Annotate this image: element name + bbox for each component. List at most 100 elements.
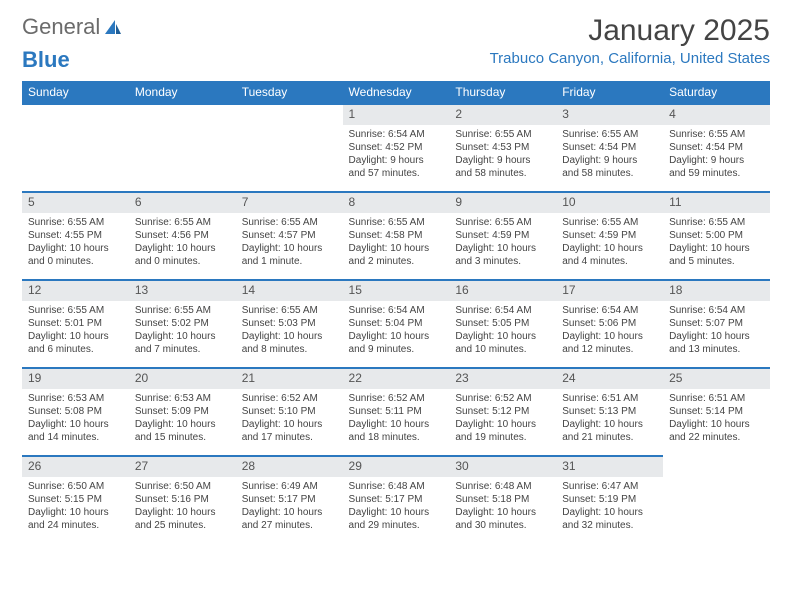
daylight-text: and 10 minutes. (455, 343, 550, 356)
day-details: Sunrise: 6:55 AMSunset: 5:00 PMDaylight:… (663, 213, 770, 272)
daylight-text: and 13 minutes. (669, 343, 764, 356)
day-number: 2 (449, 103, 556, 125)
day-details: Sunrise: 6:55 AMSunset: 4:54 PMDaylight:… (556, 125, 663, 184)
day-number: 22 (343, 367, 450, 389)
calendar-cell: 31Sunrise: 6:47 AMSunset: 5:19 PMDayligh… (556, 455, 663, 543)
sunset-text: Sunset: 4:56 PM (135, 229, 230, 242)
day-number: 9 (449, 191, 556, 213)
calendar-table: Sunday Monday Tuesday Wednesday Thursday… (22, 81, 770, 543)
calendar-cell: 2Sunrise: 6:55 AMSunset: 4:53 PMDaylight… (449, 103, 556, 191)
calendar-cell (236, 103, 343, 191)
sunset-text: Sunset: 4:54 PM (669, 141, 764, 154)
day-details: Sunrise: 6:52 AMSunset: 5:12 PMDaylight:… (449, 389, 556, 448)
day-details: Sunrise: 6:53 AMSunset: 5:08 PMDaylight:… (22, 389, 129, 448)
day-number: 11 (663, 191, 770, 213)
day-details: Sunrise: 6:51 AMSunset: 5:13 PMDaylight:… (556, 389, 663, 448)
calendar-cell: 27Sunrise: 6:50 AMSunset: 5:16 PMDayligh… (129, 455, 236, 543)
daylight-text: and 6 minutes. (28, 343, 123, 356)
day-details: Sunrise: 6:50 AMSunset: 5:16 PMDaylight:… (129, 477, 236, 536)
daylight-text: and 0 minutes. (135, 255, 230, 268)
daylight-text: Daylight: 9 hours (669, 154, 764, 167)
day-details: Sunrise: 6:55 AMSunset: 5:02 PMDaylight:… (129, 301, 236, 360)
sunrise-text: Sunrise: 6:55 AM (135, 216, 230, 229)
daylight-text: and 8 minutes. (242, 343, 337, 356)
day-details: Sunrise: 6:52 AMSunset: 5:10 PMDaylight:… (236, 389, 343, 448)
sunset-text: Sunset: 5:03 PM (242, 317, 337, 330)
weekday-header-row: Sunday Monday Tuesday Wednesday Thursday… (22, 81, 770, 103)
calendar-cell (663, 455, 770, 543)
day-details: Sunrise: 6:55 AMSunset: 4:53 PMDaylight:… (449, 125, 556, 184)
sunrise-text: Sunrise: 6:55 AM (455, 216, 550, 229)
sunrise-text: Sunrise: 6:52 AM (242, 392, 337, 405)
sunrise-text: Sunrise: 6:49 AM (242, 480, 337, 493)
calendar-cell (129, 103, 236, 191)
sunset-text: Sunset: 5:14 PM (669, 405, 764, 418)
sunset-text: Sunset: 5:08 PM (28, 405, 123, 418)
sunrise-text: Sunrise: 6:55 AM (135, 304, 230, 317)
sunrise-text: Sunrise: 6:48 AM (349, 480, 444, 493)
calendar-cell: 14Sunrise: 6:55 AMSunset: 5:03 PMDayligh… (236, 279, 343, 367)
daylight-text: and 21 minutes. (562, 431, 657, 444)
daylight-text: and 30 minutes. (455, 519, 550, 532)
calendar-week-row: 5Sunrise: 6:55 AMSunset: 4:55 PMDaylight… (22, 191, 770, 279)
calendar-cell: 7Sunrise: 6:55 AMSunset: 4:57 PMDaylight… (236, 191, 343, 279)
day-details: Sunrise: 6:55 AMSunset: 5:01 PMDaylight:… (22, 301, 129, 360)
calendar-cell: 13Sunrise: 6:55 AMSunset: 5:02 PMDayligh… (129, 279, 236, 367)
sunset-text: Sunset: 5:18 PM (455, 493, 550, 506)
calendar-cell: 23Sunrise: 6:52 AMSunset: 5:12 PMDayligh… (449, 367, 556, 455)
sunrise-text: Sunrise: 6:54 AM (562, 304, 657, 317)
day-details: Sunrise: 6:55 AMSunset: 4:58 PMDaylight:… (343, 213, 450, 272)
calendar-cell: 19Sunrise: 6:53 AMSunset: 5:08 PMDayligh… (22, 367, 129, 455)
daylight-text: Daylight: 10 hours (455, 418, 550, 431)
day-number: 27 (129, 455, 236, 477)
calendar-cell: 3Sunrise: 6:55 AMSunset: 4:54 PMDaylight… (556, 103, 663, 191)
sunrise-text: Sunrise: 6:55 AM (242, 216, 337, 229)
sunset-text: Sunset: 4:59 PM (562, 229, 657, 242)
daylight-text: and 32 minutes. (562, 519, 657, 532)
daylight-text: Daylight: 10 hours (28, 242, 123, 255)
day-number: 13 (129, 279, 236, 301)
sunset-text: Sunset: 5:02 PM (135, 317, 230, 330)
day-details: Sunrise: 6:53 AMSunset: 5:09 PMDaylight:… (129, 389, 236, 448)
daylight-text: and 15 minutes. (135, 431, 230, 444)
weekday-header: Saturday (663, 81, 770, 103)
daylight-text: Daylight: 10 hours (455, 330, 550, 343)
daylight-text: and 1 minute. (242, 255, 337, 268)
sunset-text: Sunset: 5:19 PM (562, 493, 657, 506)
weekday-header: Wednesday (343, 81, 450, 103)
calendar-cell: 10Sunrise: 6:55 AMSunset: 4:59 PMDayligh… (556, 191, 663, 279)
sunrise-text: Sunrise: 6:51 AM (562, 392, 657, 405)
sunrise-text: Sunrise: 6:55 AM (28, 304, 123, 317)
calendar-cell: 4Sunrise: 6:55 AMSunset: 4:54 PMDaylight… (663, 103, 770, 191)
sunset-text: Sunset: 5:09 PM (135, 405, 230, 418)
calendar-cell: 8Sunrise: 6:55 AMSunset: 4:58 PMDaylight… (343, 191, 450, 279)
daylight-text: Daylight: 10 hours (135, 506, 230, 519)
sunset-text: Sunset: 4:52 PM (349, 141, 444, 154)
calendar-week-row: 12Sunrise: 6:55 AMSunset: 5:01 PMDayligh… (22, 279, 770, 367)
day-number: 1 (343, 103, 450, 125)
day-details: Sunrise: 6:55 AMSunset: 4:56 PMDaylight:… (129, 213, 236, 272)
daylight-text: Daylight: 10 hours (135, 330, 230, 343)
logo-word2: Blue (22, 47, 70, 73)
sunrise-text: Sunrise: 6:54 AM (669, 304, 764, 317)
empty-day (236, 103, 343, 125)
calendar-week-row: 19Sunrise: 6:53 AMSunset: 5:08 PMDayligh… (22, 367, 770, 455)
daylight-text: Daylight: 10 hours (455, 506, 550, 519)
calendar-cell: 6Sunrise: 6:55 AMSunset: 4:56 PMDaylight… (129, 191, 236, 279)
sunset-text: Sunset: 4:54 PM (562, 141, 657, 154)
daylight-text: Daylight: 10 hours (349, 242, 444, 255)
calendar-cell: 21Sunrise: 6:52 AMSunset: 5:10 PMDayligh… (236, 367, 343, 455)
day-number: 6 (129, 191, 236, 213)
sunrise-text: Sunrise: 6:55 AM (349, 216, 444, 229)
day-number: 20 (129, 367, 236, 389)
sunset-text: Sunset: 5:17 PM (349, 493, 444, 506)
weekday-header: Sunday (22, 81, 129, 103)
sunrise-text: Sunrise: 6:55 AM (669, 128, 764, 141)
daylight-text: and 58 minutes. (562, 167, 657, 180)
weekday-header: Friday (556, 81, 663, 103)
sunset-text: Sunset: 5:07 PM (669, 317, 764, 330)
empty-day (22, 103, 129, 125)
daylight-text: Daylight: 10 hours (562, 418, 657, 431)
sunrise-text: Sunrise: 6:55 AM (455, 128, 550, 141)
daylight-text: and 7 minutes. (135, 343, 230, 356)
